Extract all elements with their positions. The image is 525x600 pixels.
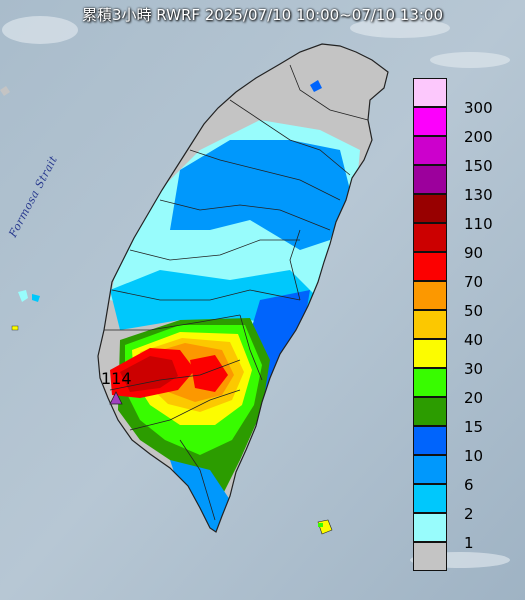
legend-label: 1 <box>464 534 474 552</box>
offshore-islands <box>0 80 333 535</box>
legend-label: 70 <box>464 273 484 291</box>
legend-swatch <box>413 136 447 165</box>
legend-label: 110 <box>464 215 493 233</box>
legend-label: 300 <box>464 99 493 117</box>
map-title: 累積3小時 RWRF 2025/07/10 10:00~07/10 13:00 <box>81 6 444 24</box>
rain-zone-90 <box>120 356 178 392</box>
legend-label: 50 <box>464 302 484 320</box>
legend-swatch <box>413 281 447 310</box>
legend-label: 10 <box>464 447 484 465</box>
legend-swatch <box>413 426 447 455</box>
sea-clouds <box>2 16 510 568</box>
legend-swatch <box>413 194 447 223</box>
legend-label: 2 <box>464 505 474 523</box>
legend-label: 150 <box>464 157 493 175</box>
legend-label: 130 <box>464 186 493 204</box>
legend-swatch <box>413 368 447 397</box>
legend-swatch <box>413 397 447 426</box>
legend-label: 30 <box>464 360 484 378</box>
legend-label: 90 <box>464 244 484 262</box>
max-rain-marker-icon <box>109 391 123 405</box>
legend-label: 40 <box>464 331 484 349</box>
max-rain-value: 114 <box>101 369 132 388</box>
legend-swatch <box>413 542 447 571</box>
rain-zone-6-south <box>170 460 230 532</box>
legend-label: 200 <box>464 128 493 146</box>
county-borders <box>97 43 389 533</box>
legend-swatch <box>413 484 447 513</box>
legend-swatch <box>413 78 447 107</box>
legend-swatch <box>413 165 447 194</box>
rain-zone-70b <box>190 355 228 392</box>
legend-swatch <box>413 339 447 368</box>
legend-swatch <box>413 310 447 339</box>
legend-swatch <box>413 252 447 281</box>
legend-label: 15 <box>464 418 484 436</box>
legend-label: 20 <box>464 389 484 407</box>
legend-swatch <box>413 513 447 542</box>
legend-label: 6 <box>464 476 474 494</box>
legend-swatch <box>413 455 447 484</box>
rain-zone-6 <box>170 140 350 250</box>
legend-swatch <box>413 223 447 252</box>
legend-swatch <box>413 107 447 136</box>
